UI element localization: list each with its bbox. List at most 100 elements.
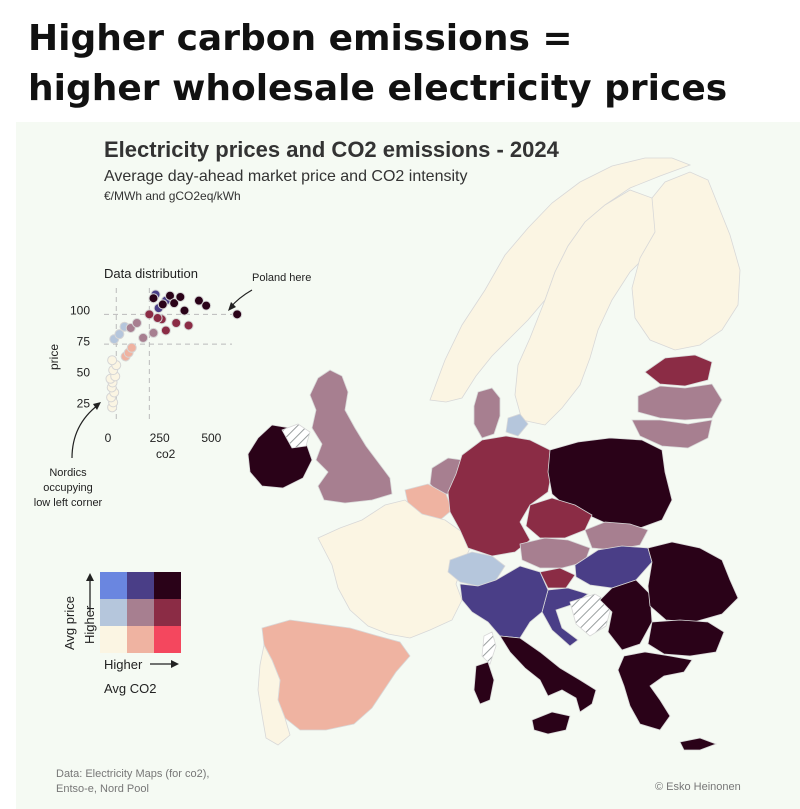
legend-x-label: Avg CO2: [104, 681, 157, 696]
source-note: Data: Electricity Maps (for co2), Entso-…: [56, 767, 209, 797]
legend-cell-0-1: [127, 626, 154, 653]
legend-cell-1-0: [100, 599, 127, 626]
map-region-hungary[interactable]: [574, 545, 653, 589]
scatter-point-32[interactable]: [157, 299, 168, 310]
map-region-slovakia[interactable]: [584, 521, 649, 551]
nordic-note-line-1: Nordics: [49, 467, 87, 479]
source-line-1: Data: Electricity Maps (for co2),: [56, 768, 210, 780]
scatter-point-35[interactable]: [193, 295, 204, 306]
map-region-portugal[interactable]: [257, 643, 291, 746]
inset-threshold-lines: [104, 288, 232, 420]
headline-line-1: Higher carbon emissions =: [28, 18, 573, 59]
headline-line-2: higher wholesale electricity prices: [28, 68, 728, 109]
map-region-latvia[interactable]: [637, 383, 723, 421]
y-tick-label-0: 25: [77, 397, 91, 411]
nordic-note-line-2: occupying: [43, 482, 93, 494]
map-region-sicily[interactable]: [531, 711, 571, 735]
map-region-estonia[interactable]: [644, 354, 713, 387]
y-tick-label-3: 100: [70, 304, 90, 318]
credit: © Esko Heinonen: [655, 781, 741, 793]
scatter-point-17[interactable]: [138, 332, 149, 343]
legend-arrows: [86, 573, 179, 668]
inset-points: [105, 289, 243, 413]
scatter-point-26[interactable]: [152, 313, 163, 324]
chart-subtitle: Average day-ahead market price and CO2 i…: [104, 168, 468, 185]
scatter-point-10[interactable]: [107, 355, 118, 366]
nordic-annotation: Nordics occupying low left corner: [20, 466, 116, 511]
map-region-italy-north[interactable]: [459, 565, 549, 639]
y-tick-label-1: 50: [77, 366, 91, 380]
map-region-slovenia[interactable]: [539, 567, 576, 589]
inset-x-label: co2: [156, 447, 176, 461]
x-tick-label-0: 0: [105, 431, 112, 445]
legend-cell-0-2: [154, 626, 181, 653]
legend-x-arrow-head: [171, 660, 179, 668]
map-region-france[interactable]: [317, 499, 471, 639]
poland-annotation: Poland here: [252, 272, 312, 284]
inset-title: Data distribution: [104, 266, 198, 281]
legend-cell-2-1: [127, 572, 154, 599]
map-region-greece[interactable]: [617, 651, 693, 731]
nordic-note-line-3: low left corner: [33, 497, 103, 509]
legend-cell-2-2: [154, 572, 181, 599]
headline: Higher carbon emissions = higher wholesa…: [28, 14, 788, 114]
legend-y-label: Avg price: [62, 596, 77, 650]
map-region-bulgaria[interactable]: [647, 619, 725, 657]
map-region-lithuania[interactable]: [631, 419, 713, 449]
chart-units: €/MWh and gCO2eq/kWh: [104, 189, 241, 203]
map-region-corsica[interactable]: [481, 631, 497, 665]
nordic-arrow: [71, 404, 99, 459]
x-tick-label-1: 250: [150, 431, 170, 445]
map-region-northern-ireland[interactable]: [281, 423, 311, 449]
map-region-bosnia[interactable]: [569, 593, 613, 637]
map-region-serbia[interactable]: [599, 579, 653, 651]
map-region-denmark-east[interactable]: [505, 413, 529, 437]
bivariate-legend: [100, 572, 181, 653]
map-region-italy-south[interactable]: [499, 635, 597, 713]
scatter-point-34[interactable]: [175, 291, 186, 302]
scatter-point-21[interactable]: [160, 325, 171, 336]
scatter-point-37[interactable]: [179, 305, 190, 316]
map-region-sardinia[interactable]: [473, 661, 495, 705]
inset-y-ticks: 25 50 75 100: [70, 304, 90, 411]
inset-scatter: 0 250 500 25 50 75 100: [70, 288, 253, 459]
scatter-point-18[interactable]: [148, 327, 159, 338]
map-region-norway[interactable]: [429, 157, 692, 403]
scatter-point-20[interactable]: [131, 318, 142, 328]
legend-y-arrow-label: Higher: [82, 605, 97, 644]
chart-title: Electricity prices and CO2 emissions - 2…: [104, 137, 559, 162]
legend-cell-0-0: [100, 626, 127, 653]
nordic-arrow-head: [93, 402, 101, 410]
scatter-point-24[interactable]: [183, 320, 194, 331]
y-tick-label-2: 75: [77, 335, 91, 349]
x-tick-label-2: 500: [201, 431, 221, 445]
legend-cell-2-0: [100, 572, 127, 599]
scatter-point-33[interactable]: [169, 298, 180, 309]
map-region-germany[interactable]: [447, 435, 553, 557]
source-line-2: Entso-e, Nord Pool: [56, 783, 149, 795]
map-region-poland[interactable]: [547, 437, 673, 529]
map-region-romania[interactable]: [647, 541, 739, 623]
map-region-spain[interactable]: [261, 619, 411, 731]
scatter-point-31[interactable]: [165, 290, 175, 301]
map-region-denmark[interactable]: [473, 387, 501, 439]
map-region-croatia[interactable]: [541, 587, 589, 647]
map-region-great-britain[interactable]: [309, 369, 393, 504]
scatter-point-38[interactable]: [232, 309, 243, 320]
legend-cell-1-1: [127, 599, 154, 626]
scatter-point-25[interactable]: [144, 309, 155, 320]
scatter-point-30[interactable]: [148, 293, 159, 304]
inset-y-label: price: [47, 343, 61, 370]
legend-cell-1-2: [154, 599, 181, 626]
scatter-point-36[interactable]: [201, 300, 212, 311]
map-region-finland[interactable]: [631, 171, 741, 351]
inset-x-ticks: 0 250 500: [105, 431, 222, 445]
map-region-crete[interactable]: [679, 737, 718, 751]
scatter-point-15[interactable]: [114, 329, 125, 340]
scatter-point-22[interactable]: [171, 318, 182, 328]
map: [247, 157, 741, 751]
map-region-sweden[interactable]: [514, 189, 661, 426]
scatter-point-13[interactable]: [126, 342, 137, 353]
poland-arrow-head: [228, 302, 236, 311]
